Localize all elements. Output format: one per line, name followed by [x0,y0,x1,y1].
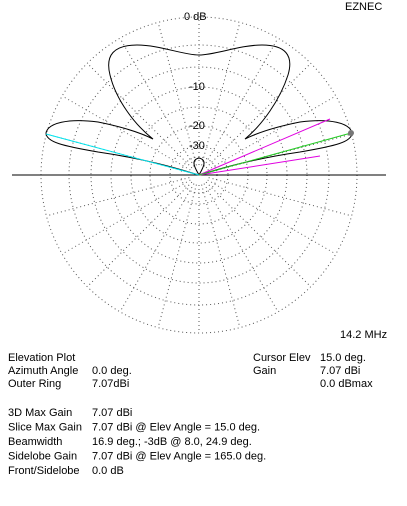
info-label: Cursor Elev [253,352,311,364]
info-label: Azimuth Angle [8,365,78,377]
ring-label: 0 dB [184,11,207,23]
grid-spoke [157,184,197,328]
info-label: 3D Max Gain [8,407,72,419]
pattern-curve [45,44,353,176]
grid-spoke [86,181,193,288]
ring-label: -10 [189,81,205,93]
info-value: 7.07 dBi [92,407,132,419]
frequency: 14.2 MHz [340,329,387,341]
grid-spoke [201,22,241,166]
info-value: 7.07 dBi @ Elev Angle = 15.0 deg. [92,421,260,433]
grid-spoke [201,184,241,328]
info-value: 0.0 dB [92,465,124,477]
grid-spoke [46,177,190,217]
info-value: 7.07 dBi [320,365,360,377]
info-label: Sidelobe Gain [8,450,77,462]
grid-spoke [119,183,195,313]
grid-spoke [205,181,312,288]
cursor-line [198,132,352,176]
grid-spoke [61,179,191,255]
grid-spoke [207,95,337,171]
cursor-dot [348,130,354,136]
grid-spoke [208,177,352,217]
pattern-small-lobe [193,157,205,177]
grid-spoke [119,37,195,167]
info-label: Slice Max Gain [8,421,82,433]
info-label: Elevation Plot [8,352,75,364]
grid-spoke [157,22,197,166]
sidelobe-line [45,133,200,176]
info-label: Outer Ring [8,378,61,390]
info-value: 0.0 deg. [92,365,132,377]
grid-spoke [61,95,191,171]
info-label: Gain [253,365,276,377]
ring-label: -20 [189,120,205,132]
info-value: 7.07dBi [92,378,129,390]
info-label: Beamwidth [8,436,62,448]
beamwidth-line [198,155,321,176]
info-label: Front/Sidelobe [8,465,80,477]
info-value: 7.07 dBi @ Elev Angle = 165.0 deg. [92,450,266,462]
info-value: 16.9 deg.; -3dB @ 8.0, 24.9 deg. [92,436,252,448]
info-value: 15.0 deg. [320,352,366,364]
info-value: 0.0 dBmax [320,378,373,390]
grid-spoke [205,62,312,169]
app-label: EZNEC [345,1,382,13]
grid-spoke [86,62,193,169]
grid-spoke [203,37,279,167]
ring-label: -30 [189,140,205,152]
grid-spoke [207,179,337,255]
grid-spoke [203,183,279,313]
beamwidth-line [198,118,331,176]
